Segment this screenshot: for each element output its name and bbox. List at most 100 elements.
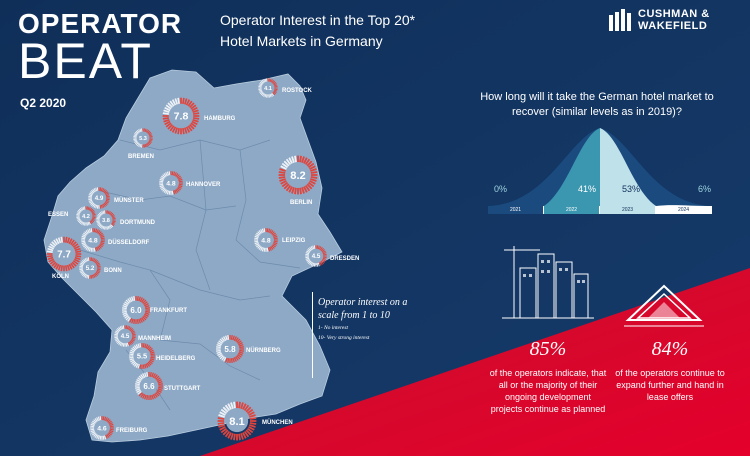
city-marker-dortmund: 3.8 DORTMUND: [96, 210, 156, 230]
city-marker-nürnberg: 5.8 NÜRNBERG: [215, 334, 281, 364]
brand-title-beat: BEAT: [18, 33, 153, 89]
city-value-köln: 7.7: [57, 250, 71, 261]
city-value-hannover: 4.8: [166, 180, 176, 187]
expansion-roof-icon: [624, 284, 704, 327]
city-value-freiburg: 4.6: [97, 425, 107, 432]
city-label-berlin: BERLIN: [290, 200, 312, 206]
city-value-düsseldorf: 4.8: [88, 237, 98, 244]
bell-segment-2023: [600, 128, 656, 206]
city-marker-münchen: 8.1 MÜNCHEN: [217, 401, 293, 441]
stat-text-2: of the operators continue to expand furt…: [615, 368, 725, 402]
company-logo: CUSHMAN & WAKEFIELD: [608, 8, 710, 32]
city-label-bremen: BREMEN: [128, 154, 154, 160]
germany-map-shape: [43, 69, 343, 443]
city-marker-mannheim: 4.5 MANNHEIM: [114, 325, 171, 347]
city-label-dortmund: DORTMUND: [120, 220, 156, 226]
state-borders: [79, 139, 301, 411]
stat-block-1: 85% of the operators indicate, that all …: [488, 338, 608, 415]
city-value-heidelberg: 5.5: [137, 352, 147, 361]
logo-text-line-2: WAKEFIELD: [638, 20, 708, 32]
city-marker-köln: 7.7 KÖLN: [46, 236, 82, 280]
city-marker-hannover: 4.8 HANNOVER: [159, 171, 221, 195]
city-marker-bonn: 5.2 BONN: [79, 257, 122, 279]
city-value-hamburg: 7.8: [174, 111, 189, 123]
city-label-rostock: ROSTOCK: [282, 88, 313, 94]
city-label-münster: MÜNSTER: [114, 197, 144, 204]
headline: Operator Interest in the Top 20* Hotel M…: [220, 10, 480, 52]
city-value-mannheim: 4.5: [121, 333, 130, 340]
stat-value-2: 84%: [651, 338, 689, 360]
city-label-stuttgart: STUTTGART: [164, 386, 201, 392]
brand-title-operator: OPERATOR: [18, 8, 183, 39]
year-2023: 2023: [600, 206, 656, 214]
bell-segment-2022: [544, 128, 600, 206]
city-label-leipzig: LEIPZIG: [282, 238, 306, 244]
city-marker-essen: 4.2 ESSEN: [48, 206, 96, 226]
city-marker-freiburg: 4.6 FREIBURG: [90, 416, 148, 440]
city-label-hannover: HANNOVER: [186, 182, 221, 188]
city-value-nürnberg: 5.8: [224, 345, 236, 354]
year-2021: 2021: [488, 206, 544, 214]
city-value-dresden: 4.5: [312, 253, 321, 260]
pct-2024: 6%: [698, 184, 712, 194]
city-label-essen: ESSEN: [48, 212, 68, 218]
headline-line-2: Hotel Markets in Germany: [220, 33, 383, 49]
building-logo-icon: [609, 9, 631, 31]
city-marker-rostock: 4.1 ROSTOCK: [258, 78, 313, 98]
pct-2022: 41%: [578, 184, 597, 194]
headline-line-1: Operator Interest in the Top 20*: [220, 12, 416, 28]
city-value-essen: 4.2: [82, 214, 90, 220]
construction-building-icon: [502, 246, 594, 319]
logo-text-line-1: CUSHMAN &: [638, 8, 710, 20]
legend-line-2: 10- Very strong interest: [318, 335, 370, 341]
city-value-leipzig: 4.8: [261, 237, 271, 244]
recovery-question: How long will it take the German hotel m…: [480, 91, 714, 118]
city-value-münchen: 8.1: [229, 416, 245, 428]
stat-text-1: of the operators indicate, that all or t…: [489, 368, 607, 414]
city-marker-heidelberg: 5.5 HEIDELBERG: [129, 343, 196, 369]
city-marker-frankfurt: 6.0 FRANKFURT: [121, 295, 187, 325]
city-value-bremen: 5.3: [139, 136, 147, 142]
legend-line-1: 1- No interest: [318, 325, 349, 331]
stat-block-2: 84% of the operators continue to expand …: [608, 338, 732, 403]
legend-divider: [312, 292, 313, 378]
city-value-münster: 4.9: [95, 195, 104, 202]
city-value-bonn: 5.2: [86, 265, 95, 272]
recovery-timeline: 2021 2022 2023 2024: [488, 206, 712, 214]
recovery-bell-curve: [488, 128, 712, 206]
city-value-frankfurt: 6.0: [130, 306, 142, 315]
city-value-dortmund: 3.8: [102, 218, 110, 224]
city-marker-bremen: 5.3 BREMEN: [128, 128, 154, 160]
city-label-köln: KÖLN: [52, 273, 69, 280]
year-2024: 2024: [656, 206, 712, 214]
city-label-dresden: DRESDEN: [330, 256, 359, 262]
city-label-frankfurt: FRANKFURT: [150, 308, 187, 314]
city-label-münchen: MÜNCHEN: [262, 419, 293, 426]
bell-segment-2024: [656, 205, 712, 206]
city-marker-düsseldorf: 4.8 DÜSSELDORF: [81, 228, 150, 252]
city-marker-münster: 4.9 MÜNSTER: [88, 187, 144, 209]
city-label-hamburg: HAMBURG: [204, 116, 236, 122]
city-marker-berlin: 8.2 BERLIN: [278, 155, 318, 206]
red-diagonal-band: [200, 268, 750, 456]
city-marker-dresden: 4.5 DRESDEN: [305, 245, 359, 267]
city-value-rostock: 4.1: [264, 86, 272, 92]
city-label-nürnberg: NÜRNBERG: [246, 347, 281, 354]
city-label-bonn: BONN: [104, 268, 122, 274]
city-label-mannheim: MANNHEIM: [138, 336, 171, 342]
city-label-heidelberg: HEIDELBERG: [156, 356, 196, 362]
legend-title: Operator interest on a scale from 1 to 1…: [318, 297, 408, 321]
city-value-stuttgart: 6.6: [143, 382, 155, 391]
city-label-freiburg: FREIBURG: [116, 428, 148, 434]
city-value-berlin: 8.2: [290, 170, 306, 182]
legend: Operator interest on a scale from 1 to 1…: [318, 296, 414, 342]
city-marker-leipzig: 4.8 LEIPZIG: [254, 228, 306, 252]
pct-2021: 0%: [494, 184, 508, 194]
city-label-düsseldorf: DÜSSELDORF: [108, 239, 150, 246]
city-marker-hamburg: 7.8 HAMBURG: [162, 97, 236, 135]
year-2022: 2022: [544, 206, 600, 214]
pct-2023: 53%: [622, 184, 641, 194]
